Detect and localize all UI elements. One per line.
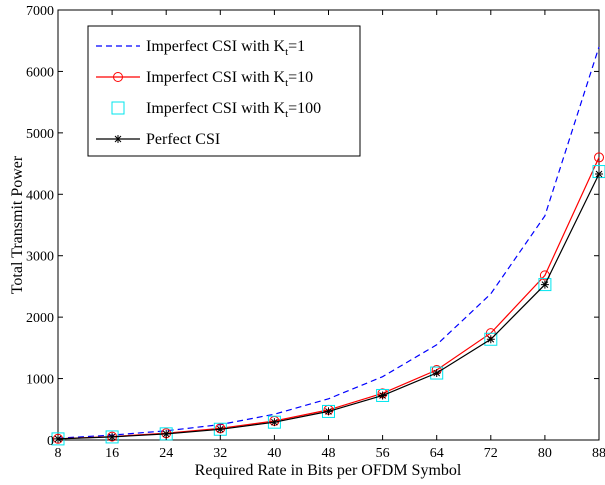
legend-swatch-marker xyxy=(114,135,122,143)
series-4-point xyxy=(378,391,387,400)
series-3-point xyxy=(376,388,390,402)
series-3-point xyxy=(322,404,335,418)
series-4-point xyxy=(540,280,549,289)
legend-box xyxy=(87,25,361,157)
x-tick-label: 24 xyxy=(159,446,173,461)
x-tick-label: 72 xyxy=(484,446,498,461)
y-tick-label: 6000 xyxy=(26,65,54,80)
legend-label: Imperfect CSI with Kt=10 xyxy=(146,69,313,89)
series-4-point xyxy=(432,369,441,378)
y-tick-label: 0 xyxy=(47,434,54,449)
x-tick-label: 88 xyxy=(592,446,605,461)
legend-label: Imperfect CSI with Kt=1 xyxy=(146,38,305,58)
series-3-point xyxy=(267,415,281,429)
x-axis-label: Required Rate in Bits per OFDM Symbol xyxy=(195,462,462,479)
series-3-point xyxy=(538,278,552,292)
y-tick-label: 3000 xyxy=(26,250,54,265)
tick-layer: 8 16 24 32 40 48 56 64 72 80 88 0 1000 2000 3000 4000 50… xyxy=(26,4,605,461)
x-tick-label: 80 xyxy=(538,446,552,461)
series-4-point xyxy=(216,425,225,434)
series-3-point xyxy=(430,366,444,380)
y-axis-label: Total Transmit Power xyxy=(9,155,26,294)
y-tick-label: 7000 xyxy=(26,4,54,19)
legend-label: Imperfect CSI with Kt=100 xyxy=(146,100,321,120)
legend-swatch-marker xyxy=(113,72,123,82)
y-tick-label: 1000 xyxy=(26,373,54,388)
legend-label: Perfect CSI xyxy=(146,131,220,148)
x-tick-label: 48 xyxy=(322,446,336,461)
x-tick-label: 16 xyxy=(105,446,119,461)
series-2-point xyxy=(594,152,604,163)
series-4-point xyxy=(486,335,495,344)
series-4-point xyxy=(270,418,279,427)
series-3-point xyxy=(484,332,498,346)
x-tick-label: 56 xyxy=(376,446,390,461)
series-1 xyxy=(57,46,600,439)
series-4-point xyxy=(595,170,603,179)
x-tick-label: 40 xyxy=(267,446,281,461)
x-tick-label: 64 xyxy=(430,446,444,461)
series-4-point xyxy=(324,407,333,416)
legend-swatch-marker xyxy=(111,101,125,115)
y-tick-label: 4000 xyxy=(26,188,54,203)
y-tick-label: 2000 xyxy=(26,311,54,326)
series-4-point xyxy=(162,429,171,438)
x-tick-label: 32 xyxy=(213,446,227,461)
legend: Imperfect CSI with Kt=1 Imperfect CSI wit… xyxy=(87,25,361,157)
x-tick-label: 8 xyxy=(55,446,62,461)
y-tick-label: 5000 xyxy=(26,127,54,142)
series-1-line xyxy=(57,46,600,439)
